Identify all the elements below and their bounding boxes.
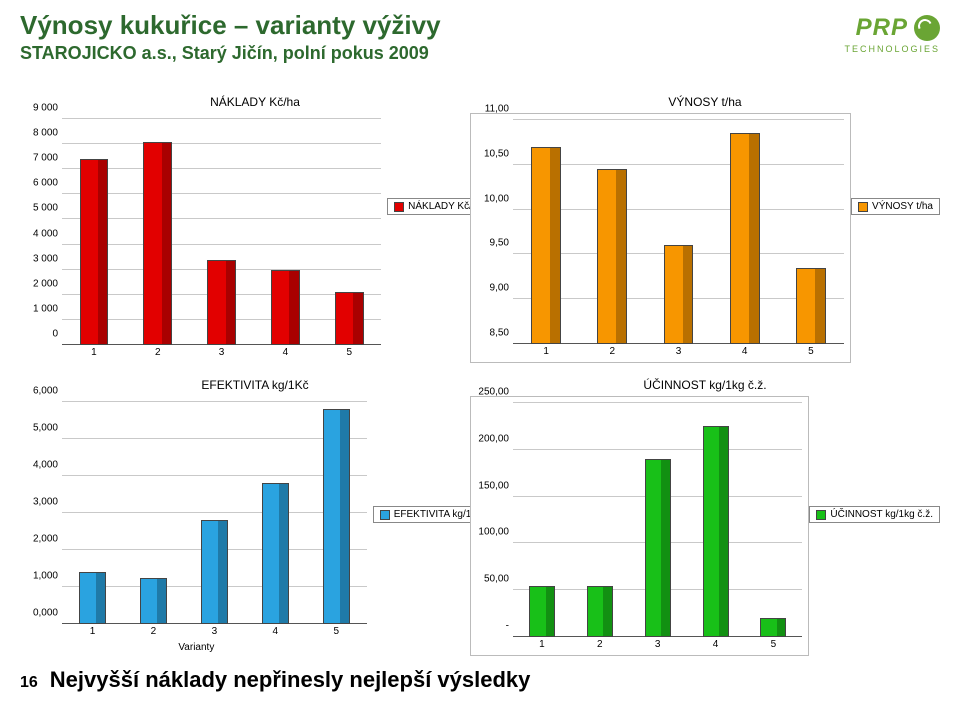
page-title: Výnosy kukuřice – varianty výživy bbox=[20, 10, 441, 41]
logo-mark-icon bbox=[914, 15, 940, 41]
y-tick-label: 250,00 bbox=[471, 387, 509, 398]
x-tick-label: 4 bbox=[253, 347, 317, 363]
bar bbox=[79, 572, 106, 624]
x-tick-label: 4 bbox=[712, 346, 778, 362]
y-tick-label: 2 000 bbox=[20, 278, 58, 289]
bar bbox=[262, 483, 289, 624]
bar bbox=[587, 586, 613, 637]
y-tick-label: 6,000 bbox=[20, 386, 58, 397]
x-tick-label: 1 bbox=[513, 639, 571, 655]
x-tick-label: 4 bbox=[687, 639, 745, 655]
chart-title: VÝNOSY t/ha bbox=[470, 95, 940, 113]
x-tick-label: 5 bbox=[778, 346, 844, 362]
bar bbox=[645, 459, 671, 637]
x-tick-label: 3 bbox=[645, 346, 711, 362]
bar bbox=[529, 586, 555, 637]
x-tick-label: 1 bbox=[62, 626, 123, 642]
y-tick-label: 7 000 bbox=[20, 153, 58, 164]
footer-message: Nejvyšší náklady nepřinesly nejlepší výs… bbox=[50, 667, 531, 693]
bar bbox=[796, 268, 826, 344]
y-tick-label: 0 bbox=[20, 329, 58, 340]
chart-legend: VÝNOSY t/ha bbox=[851, 198, 940, 215]
y-tick-label: 100,00 bbox=[471, 527, 509, 538]
y-tick-label: 10,50 bbox=[471, 148, 509, 159]
x-tick-label: 2 bbox=[571, 639, 629, 655]
y-tick-label: 4 000 bbox=[20, 228, 58, 239]
x-tick-label: 5 bbox=[317, 347, 381, 363]
x-tick-label: 1 bbox=[62, 347, 126, 363]
legend-label: VÝNOSY t/ha bbox=[872, 201, 933, 212]
x-tick-label: 2 bbox=[123, 626, 184, 642]
y-tick-label: 3,000 bbox=[20, 497, 58, 508]
bar bbox=[323, 409, 350, 624]
y-tick-label: 1 000 bbox=[20, 303, 58, 314]
y-tick-label: 10,00 bbox=[471, 193, 509, 204]
y-tick-label: 6 000 bbox=[20, 178, 58, 189]
y-tick-label: 200,00 bbox=[471, 433, 509, 444]
x-tick-label: 4 bbox=[245, 626, 306, 642]
y-tick-label: 4,000 bbox=[20, 460, 58, 471]
legend-swatch-icon bbox=[380, 510, 390, 520]
bar bbox=[140, 578, 167, 624]
bar bbox=[597, 169, 627, 344]
y-tick-label: 1,000 bbox=[20, 571, 58, 582]
bar bbox=[760, 618, 786, 637]
chart-title: NÁKLADY Kč/ha bbox=[20, 95, 490, 113]
page-number: 16 bbox=[20, 674, 38, 692]
bar bbox=[143, 142, 172, 345]
bar bbox=[531, 147, 561, 344]
chart-title: ÚČINNOST kg/1kg č.ž. bbox=[470, 378, 940, 396]
y-tick-label: 9,00 bbox=[471, 283, 509, 294]
legend-swatch-icon bbox=[858, 202, 868, 212]
bar bbox=[271, 270, 300, 345]
bar bbox=[207, 260, 236, 345]
y-tick-label: 3 000 bbox=[20, 253, 58, 264]
x-tick-label: 2 bbox=[579, 346, 645, 362]
page-subtitle: STAROJICKO a.s., Starý Jičín, polní poku… bbox=[20, 43, 441, 64]
y-tick-label: 150,00 bbox=[471, 480, 509, 491]
logo-text: PRP bbox=[856, 14, 908, 42]
logo-subtext: TECHNOLOGIES bbox=[844, 44, 940, 54]
x-tick-label: 5 bbox=[306, 626, 367, 642]
legend-swatch-icon bbox=[816, 510, 826, 520]
x-tick-label: 3 bbox=[184, 626, 245, 642]
x-tick-label: 3 bbox=[190, 347, 254, 363]
bar bbox=[703, 426, 729, 637]
y-tick-label: 11,00 bbox=[471, 104, 509, 115]
y-tick-label: - bbox=[471, 621, 509, 632]
x-tick-label: 3 bbox=[629, 639, 687, 655]
x-tick-label: 5 bbox=[745, 639, 803, 655]
bar bbox=[201, 520, 228, 624]
chart-title: EFEKTIVITA kg/1Kč bbox=[20, 378, 490, 396]
chart-legend: ÚČINNOST kg/1kg č.ž. bbox=[809, 506, 940, 523]
y-tick-label: 5 000 bbox=[20, 203, 58, 214]
brand-logo: PRP TECHNOLOGIES bbox=[844, 10, 940, 54]
legend-swatch-icon bbox=[394, 202, 404, 212]
x-tick-label: 2 bbox=[126, 347, 190, 363]
y-tick-label: 9 000 bbox=[20, 103, 58, 114]
legend-label: ÚČINNOST kg/1kg č.ž. bbox=[830, 509, 933, 520]
bar bbox=[664, 245, 694, 344]
bar bbox=[80, 159, 109, 345]
y-tick-label: 9,50 bbox=[471, 238, 509, 249]
y-tick-label: 0,000 bbox=[20, 608, 58, 619]
y-tick-label: 8,50 bbox=[471, 328, 509, 339]
y-tick-label: 5,000 bbox=[20, 423, 58, 434]
bar bbox=[335, 292, 364, 345]
x-axis-title: Varianty bbox=[20, 642, 373, 656]
y-tick-label: 8 000 bbox=[20, 128, 58, 139]
y-tick-label: 2,000 bbox=[20, 534, 58, 545]
y-tick-label: 50,00 bbox=[471, 574, 509, 585]
x-tick-label: 1 bbox=[513, 346, 579, 362]
bar bbox=[730, 133, 760, 344]
